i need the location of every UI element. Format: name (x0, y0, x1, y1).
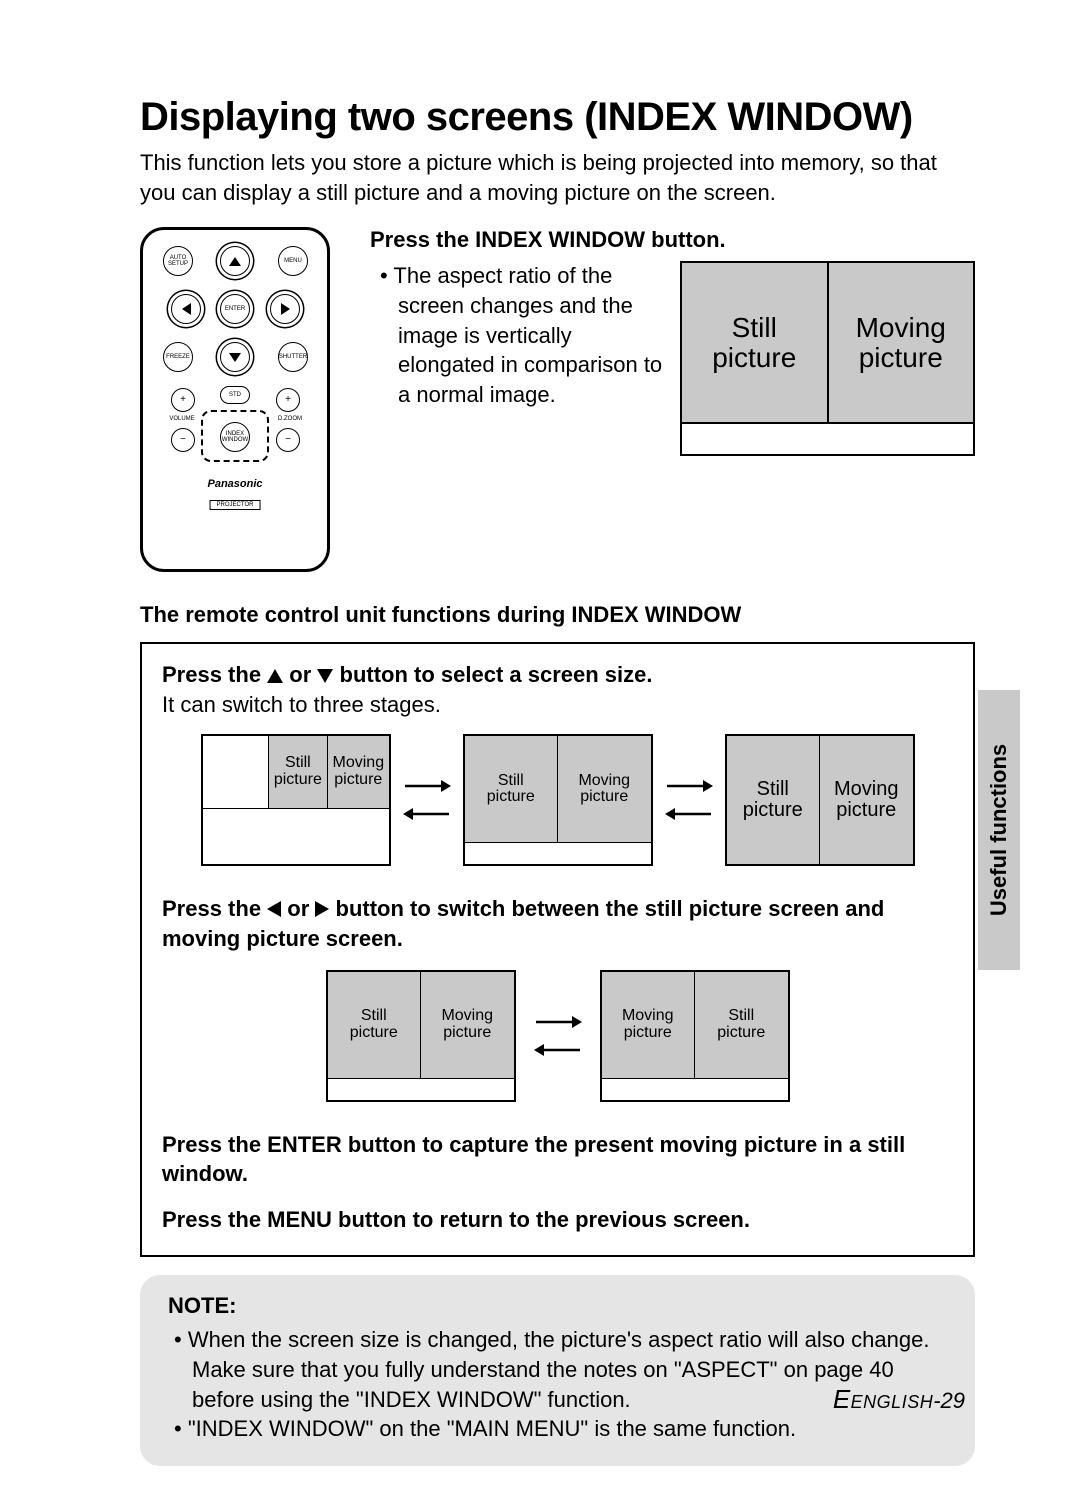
intro-text: This function lets you store a picture w… (140, 148, 975, 207)
page-title: Displaying two screens (INDEX WINDOW) (140, 95, 975, 140)
right-triangle-icon (315, 901, 329, 917)
switch2-diagram: Moving picture Still picture (600, 970, 790, 1102)
freeze-button: FREEZE (163, 342, 193, 372)
line4: Press the ENTER button to capture the pr… (162, 1130, 953, 1189)
up-button (220, 246, 250, 276)
shutter-button: SHUTTER (278, 342, 308, 372)
zoom-minus-button: − (276, 428, 300, 452)
line1a: Press the (162, 662, 267, 687)
left-button (171, 294, 201, 324)
brand-label: Panasonic (143, 478, 327, 490)
stage-row: Still picture Moving picture Still pictu… (162, 734, 953, 866)
page-footer: EEnglish-29 (833, 1384, 965, 1415)
split-left-cell: Still picture (682, 263, 827, 422)
line1b: or (283, 662, 317, 687)
line5: Press the MENU button to return to the p… (162, 1207, 953, 1233)
split-diagram-large: Still picture Moving picture (680, 261, 975, 456)
subheading: The remote control unit functions during… (140, 602, 975, 628)
footer-page: -29 (933, 1388, 965, 1413)
right-button (270, 294, 300, 324)
function-box: Press the or button to select a screen s… (140, 642, 975, 1257)
volume-label: VOLUME (157, 416, 207, 422)
down-triangle-icon (317, 669, 333, 683)
note-item-2: "INDEX WINDOW" on the "MAIN MENU" is the… (192, 1414, 947, 1444)
step1-heading: Press the INDEX WINDOW button. (370, 227, 975, 253)
index-highlight (201, 410, 269, 462)
vol-plus-button: + (171, 388, 195, 412)
note-box: NOTE: When the screen size is changed, t… (140, 1275, 975, 1466)
vol-minus-button: − (171, 428, 195, 452)
left-triangle-icon (267, 901, 281, 917)
side-tab: Useful functions (978, 690, 1020, 970)
menu-button: MENU (278, 246, 308, 276)
split-right-cell: Moving picture (827, 263, 974, 422)
line2: It can switch to three stages. (162, 692, 953, 718)
arrow-pair-2 (665, 777, 713, 823)
stage1-diagram: Still picture Moving picture (201, 734, 391, 866)
projector-label: PROJECTOR (210, 500, 261, 510)
down-button (220, 342, 250, 372)
up-triangle-icon (267, 669, 283, 683)
stage2-diagram: Still picture Moving picture (463, 734, 653, 866)
enter-button: ENTER (220, 294, 250, 324)
arrow-pair-3 (534, 1013, 582, 1059)
arrow-pair-1 (403, 777, 451, 823)
remote-illustration: AUTO SETUP MENU ENTER FREEZE SHUTTER + S… (140, 227, 340, 572)
footer-lang: English (851, 1392, 934, 1412)
switch-row: Still picture Moving picture Moving pict… (162, 970, 953, 1102)
switch1-diagram: Still picture Moving picture (326, 970, 516, 1102)
line1c: button to select a screen size. (333, 662, 652, 687)
dzoom-label: D.ZOOM (265, 416, 315, 422)
step1-bullet: The aspect ratio of the screen changes a… (370, 261, 670, 409)
note-heading: NOTE: (168, 1293, 947, 1319)
zoom-plus-button: + (276, 388, 300, 412)
auto-setup-button: AUTO SETUP (163, 246, 193, 276)
stage3-diagram: Still picture Moving picture (725, 734, 915, 866)
line3b: or (281, 896, 315, 921)
line3a: Press the (162, 896, 267, 921)
std-button: STD (220, 386, 250, 404)
